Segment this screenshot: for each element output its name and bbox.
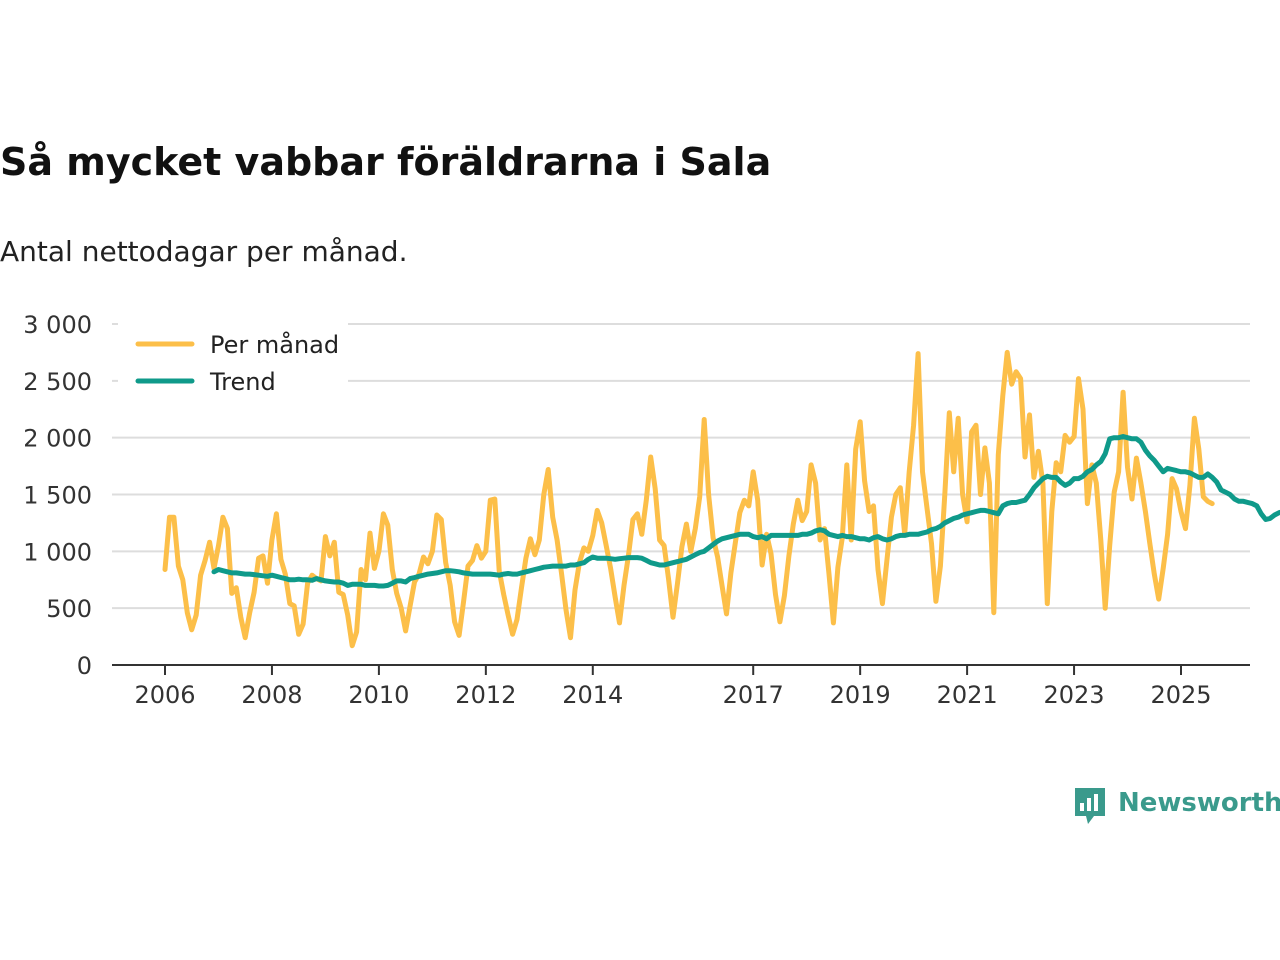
- x-tick-label: 2023: [1044, 681, 1105, 709]
- y-tick-label: 0: [77, 652, 92, 680]
- y-tick-label: 1 000: [23, 538, 92, 566]
- x-tick-label: 2008: [241, 681, 302, 709]
- x-tick-label: 2012: [455, 681, 516, 709]
- y-tick-label: 3 000: [23, 311, 92, 339]
- x-tick-label: 2025: [1150, 681, 1211, 709]
- x-tick-label: 2019: [830, 681, 891, 709]
- legend-label-per-manad: Per månad: [210, 330, 339, 359]
- legend: Per månad Trend: [118, 322, 348, 398]
- y-tick-label: 2 000: [23, 425, 92, 453]
- x-tick-label: 2021: [937, 681, 998, 709]
- y-tick-label: 2 500: [23, 368, 92, 396]
- series-lines: [162, 349, 1280, 649]
- brand-logo: Newsworthy: [1072, 786, 1280, 826]
- chart-title: Så mycket vabbar föräldrarna i Sala: [0, 140, 772, 184]
- legend-background: [118, 322, 348, 398]
- x-tick-label: 2017: [723, 681, 784, 709]
- brand-name: Newsworthy: [1118, 788, 1280, 818]
- series-line-per-manad: [162, 349, 1215, 649]
- newsworthy-chart-icon: [1075, 788, 1105, 824]
- x-axis: 2006 2008 2010 2012 2014 2017 2019 2021 2023 2025: [112, 664, 1250, 709]
- x-tick-label: 2014: [562, 681, 623, 709]
- y-axis-ticks: 0 500 1 000 1 500 2 000 2 500 3 000: [23, 311, 92, 680]
- x-tick-label: 2006: [134, 681, 195, 709]
- chart-subtitle: Antal nettodagar per månad.: [0, 235, 408, 268]
- y-tick-label: 1 500: [23, 482, 92, 510]
- x-tick-label: 2010: [348, 681, 409, 709]
- legend-label-trend: Trend: [209, 368, 276, 396]
- y-tick-label: 500: [46, 595, 92, 623]
- series-line-trend: [211, 434, 1280, 589]
